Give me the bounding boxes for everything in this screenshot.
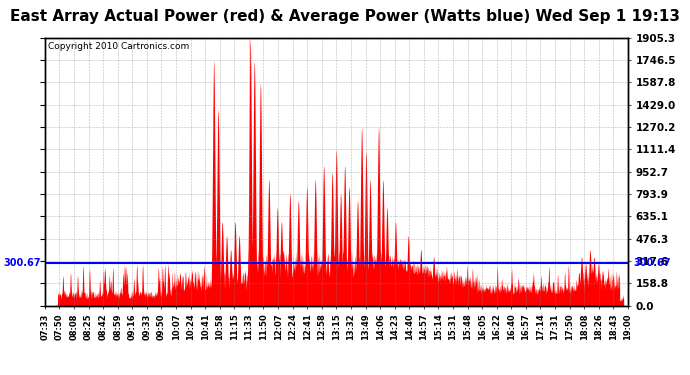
Text: 300.67: 300.67 bbox=[633, 258, 671, 268]
Text: Copyright 2010 Cartronics.com: Copyright 2010 Cartronics.com bbox=[48, 42, 189, 51]
Text: East Array Actual Power (red) & Average Power (Watts blue) Wed Sep 1 19:13: East Array Actual Power (red) & Average … bbox=[10, 9, 680, 24]
Text: 300.67: 300.67 bbox=[3, 258, 41, 268]
